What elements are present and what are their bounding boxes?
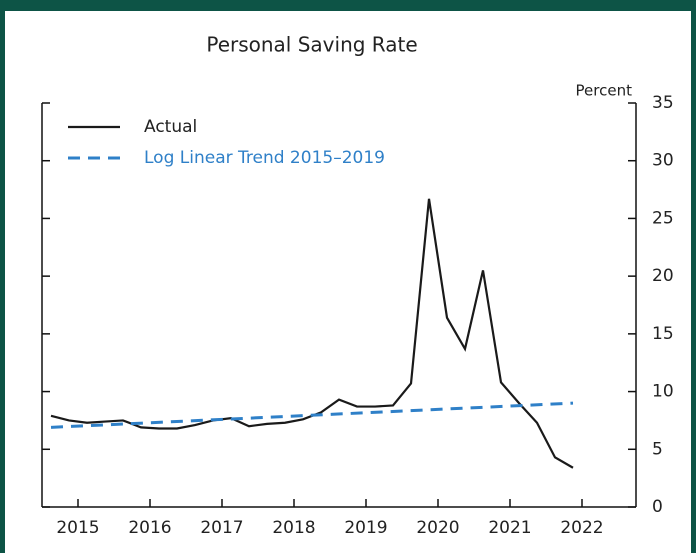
legend-label: Log Linear Trend 2015–2019: [144, 148, 385, 168]
x-tick-label: 2015: [56, 518, 99, 538]
x-tick-label: 2020: [416, 518, 459, 538]
series-line: [50, 198, 574, 469]
chart-title: Personal Saving Rate: [206, 33, 417, 57]
series-line: [50, 401, 574, 429]
y-axis-label: Percent: [576, 82, 633, 100]
legend-label: Actual: [144, 117, 197, 137]
y-tick-label: 5: [652, 439, 663, 459]
y-tick-label: 30: [652, 151, 674, 171]
x-tick-label: 2017: [200, 518, 243, 538]
y-tick-label: 35: [652, 93, 674, 113]
x-tick-label: 2018: [272, 518, 315, 538]
y-tick-label: 0: [652, 497, 663, 517]
x-tick-label: 2019: [344, 518, 387, 538]
x-tick-label: 2016: [128, 518, 171, 538]
y-tick-label: 10: [652, 382, 674, 402]
x-tick-label: 2021: [488, 518, 531, 538]
y-tick-label: 15: [652, 324, 674, 344]
y-tick-label: 20: [652, 266, 674, 286]
x-tick-label: 2022: [560, 518, 603, 538]
y-tick-label: 25: [652, 208, 674, 228]
